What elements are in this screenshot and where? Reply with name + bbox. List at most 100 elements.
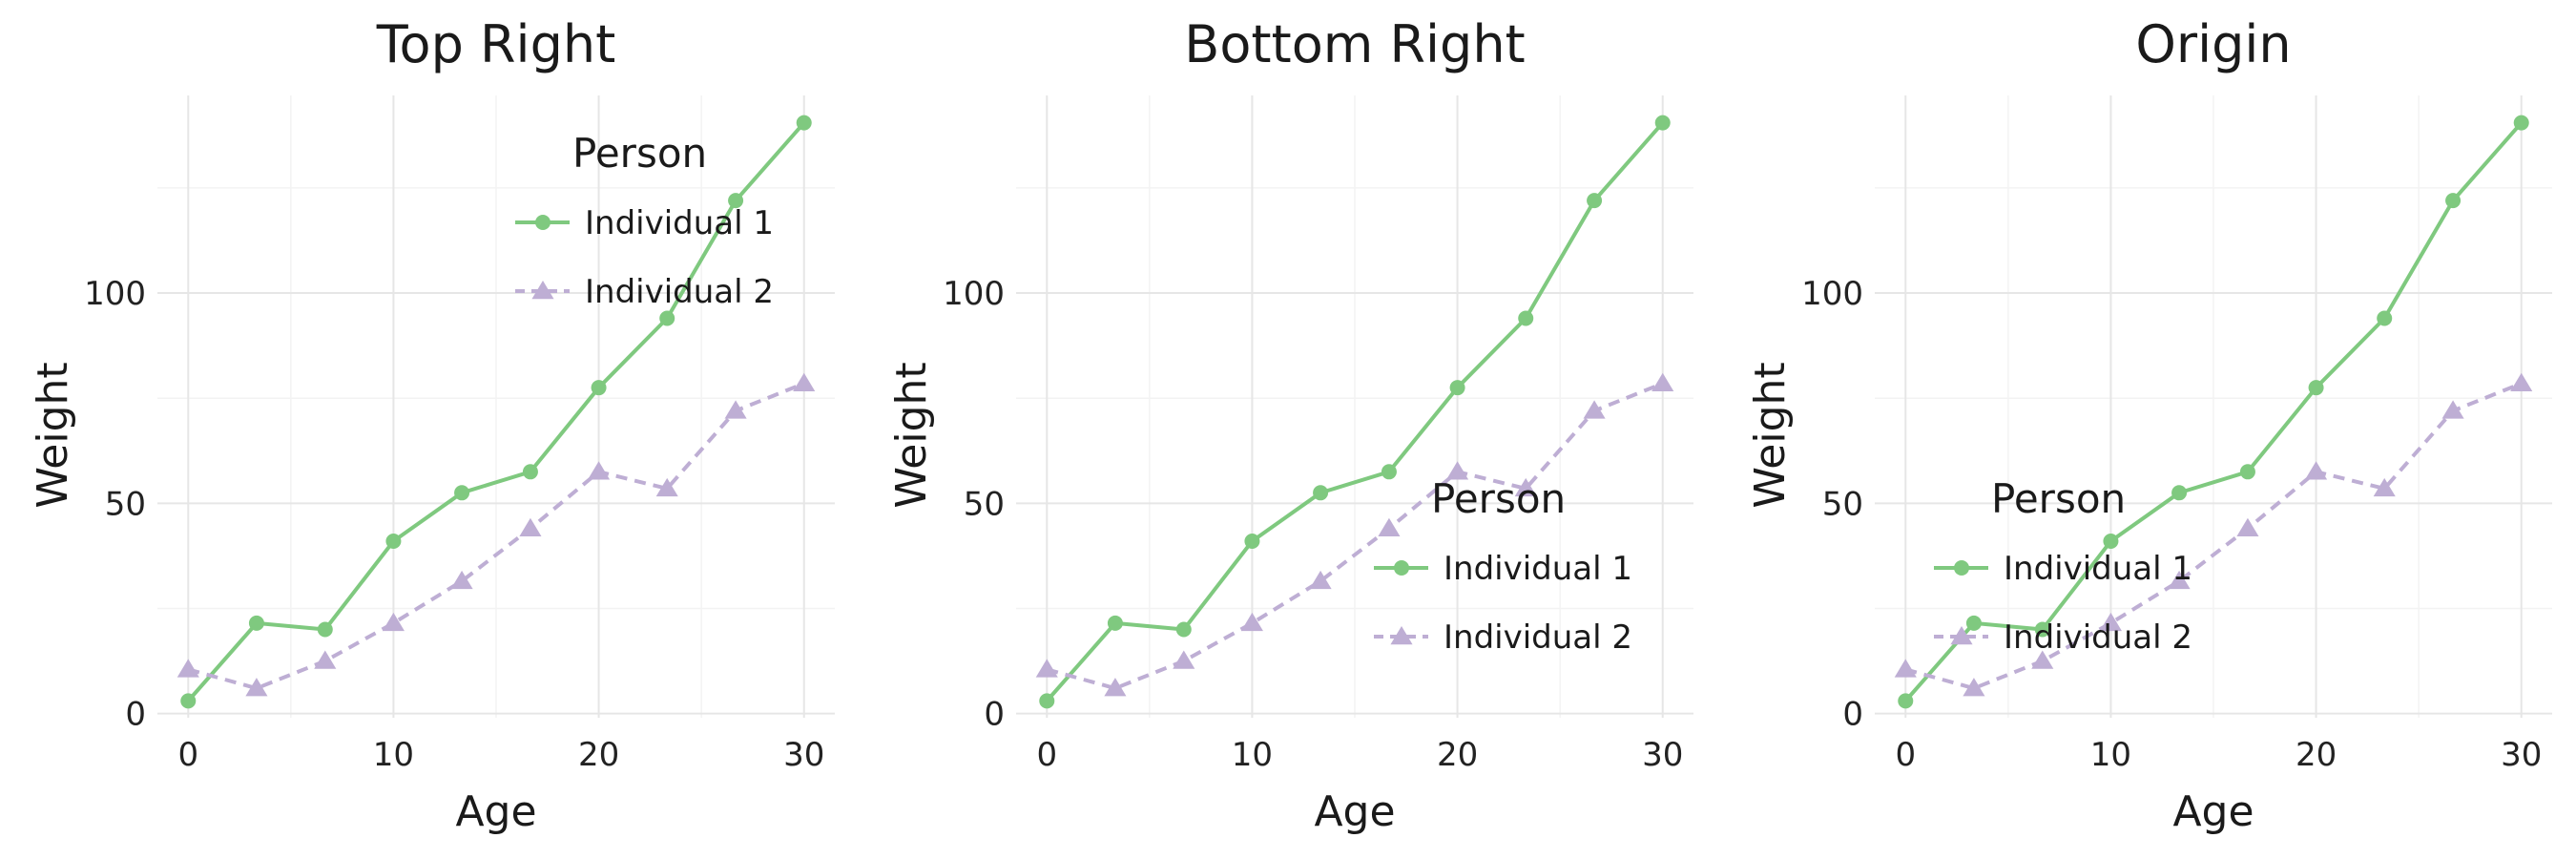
x-tick-label: 30 [2501,736,2542,774]
data-point-series-1 [2308,380,2324,396]
legend: Person Individual 1 Individual 2 [515,130,774,311]
legend-label: Individual 1 [1444,550,1632,588]
legend-title: Person [1991,475,2126,522]
data-point-series-2 [382,612,405,632]
legend-key-marker [1954,560,1969,576]
y-tick-label: 0 [125,696,146,734]
data-point-series-2 [1104,678,1127,697]
y-axis-title: Weight [29,362,77,508]
data-point-series-1 [1898,693,1914,709]
data-point-series-1 [180,693,197,709]
data-point-series-2 [519,517,542,537]
legend: Person Individual 1 Individual 2 [1934,475,2192,657]
data-point-series-1 [728,193,744,209]
panel-1: 0 10 20 30 0 50 100 Top Right Age Weight Person Ind… [29,14,835,836]
x-tick-label: 10 [373,736,414,774]
data-point-series-2 [2373,477,2396,497]
data-point-series-2 [588,461,611,480]
data-point-series-1 [385,533,402,549]
y-tick-label: 0 [984,696,1005,734]
legend-key-marker [531,281,554,300]
y-tick-label: 50 [964,485,1005,523]
series-line-1 [1903,121,2524,702]
legend-key-marker [1394,560,1409,576]
x-axis-title: Age [455,787,536,836]
x-tick-label: 0 [1895,736,1916,774]
data-point-series-1 [2239,464,2255,480]
data-point-series-1 [1313,485,1329,501]
data-point-series-2 [1035,659,1058,678]
data-point-series-1 [659,310,675,326]
legend-label: Individual 1 [585,204,774,242]
data-point-series-2 [724,400,747,419]
data-point-series-2 [1514,477,1537,497]
data-point-series-2 [2441,400,2464,419]
data-point-series-1 [1654,115,1671,131]
data-point-series-2 [450,570,473,590]
data-point-series-2 [2168,570,2191,590]
data-point-series-2 [2099,612,2122,632]
data-point-series-2 [1652,372,1674,392]
data-point-series-2 [655,477,678,497]
y-tick-label: 50 [105,485,146,523]
data-point-series-1 [2103,533,2119,549]
data-point-series-1 [2171,485,2188,501]
y-tick-label: 50 [1822,485,1863,523]
data-point-series-1 [1965,615,1982,631]
data-point-series-2 [1583,400,1606,419]
series-line-2 [187,381,805,691]
data-point-series-1 [1107,615,1123,631]
data-point-series-2 [314,650,337,669]
data-point-series-2 [245,678,268,697]
legend-title: Person [1431,475,1566,522]
data-point-series-2 [1173,650,1195,669]
data-point-series-2 [793,372,816,392]
legend-key-marker [1390,626,1413,645]
x-tick-label: 20 [1437,736,1478,774]
data-point-series-1 [1449,380,1465,396]
legend-title: Person [572,130,707,177]
data-point-series-1 [1587,193,1603,209]
legend-label: Individual 2 [1444,618,1632,657]
data-point-series-1 [796,115,812,131]
x-tick-label: 20 [578,736,619,774]
data-point-series-2 [2031,650,2054,669]
data-point-series-1 [248,615,264,631]
data-point-series-1 [454,485,470,501]
legend-label: Individual 2 [585,273,774,311]
x-axis-title: Age [2172,787,2254,836]
panel-title: Top Right [376,14,616,74]
x-tick-label: 0 [177,736,198,774]
legend-key-marker [1950,626,1973,645]
data-point-series-2 [2236,517,2259,537]
x-axis-title: Age [1314,787,1395,836]
data-point-series-2 [177,659,199,678]
data-point-series-1 [2377,310,2393,326]
data-point-series-2 [2510,372,2533,392]
data-point-series-2 [1378,517,1401,537]
y-axis-title: Weight [887,362,936,508]
series-line-2 [1046,381,1664,691]
legend-key-marker [535,215,551,230]
data-point-series-1 [2034,621,2050,638]
series-line-2 [1904,381,2523,691]
x-tick-label: 0 [1036,736,1057,774]
data-point-series-1 [2445,193,2462,209]
x-tick-label: 30 [783,736,824,774]
panel-title: Origin [2135,14,2291,74]
data-point-series-1 [2513,115,2529,131]
data-point-series-1 [317,621,333,638]
data-point-series-1 [1518,310,1534,326]
data-point-series-2 [1963,678,1985,697]
legend: Person Individual 1 Individual 2 [1374,475,1632,657]
y-axis-title: Weight [1746,362,1795,508]
y-tick-label: 100 [1801,275,1863,313]
data-point-series-2 [2305,461,2328,480]
x-tick-label: 10 [2090,736,2131,774]
data-point-series-2 [1894,659,1917,678]
data-point-series-1 [522,464,538,480]
data-point-series-1 [1039,693,1055,709]
series-line-1 [186,121,806,702]
data-point-series-1 [591,380,607,396]
